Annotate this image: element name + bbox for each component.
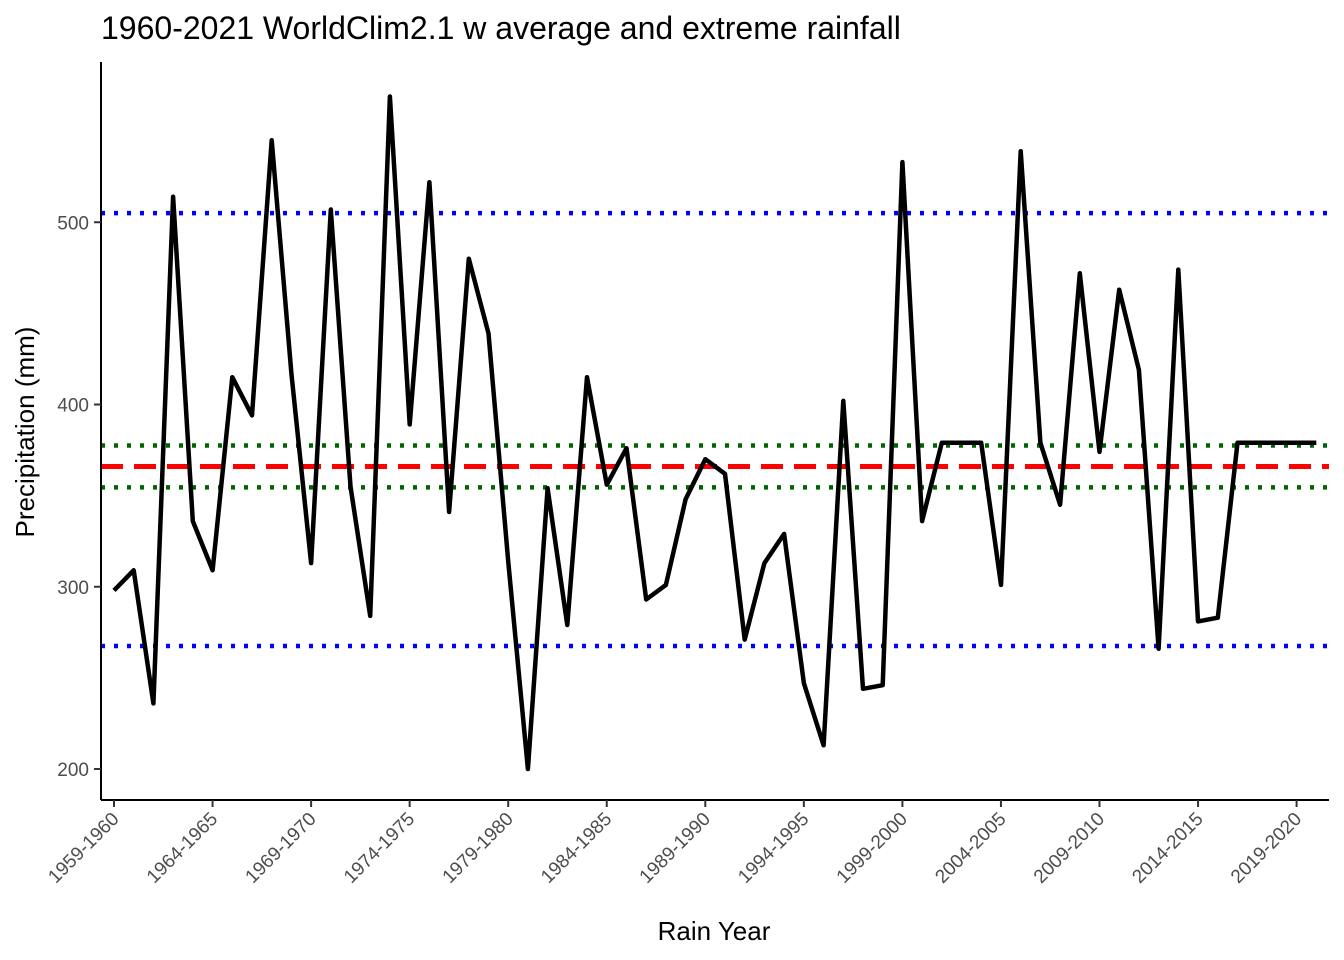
x-tick-label: 1989-1990 xyxy=(636,809,715,888)
chart-title: 1960-2021 WorldClim2.1 w average and ext… xyxy=(101,10,901,46)
x-tick-label: 1994-1995 xyxy=(734,809,813,888)
x-tick-label: 2019-2020 xyxy=(1227,809,1306,888)
y-axis-ticks: 200 300 400 500 xyxy=(57,213,101,781)
x-axis-title: Rain Year xyxy=(658,916,771,946)
x-tick-label: 2004-2005 xyxy=(931,809,1010,888)
y-tick-label: 300 xyxy=(57,578,89,599)
x-tick-label: 1959-1960 xyxy=(44,809,123,888)
x-tick-label: 2014-2015 xyxy=(1128,809,1207,888)
plot-area xyxy=(101,94,1329,772)
y-axis-title: Precipitation (mm) xyxy=(10,327,40,538)
y-tick-label: 200 xyxy=(57,760,89,781)
axes: 200 300 400 500 1959-1960 1964-1965 1969-1970… xyxy=(44,62,1329,888)
y-tick-label: 500 xyxy=(57,213,89,234)
x-tick-label: 1999-2000 xyxy=(833,809,912,888)
x-tick-label: 1984-1985 xyxy=(537,809,616,888)
x-tick-label: 1974-1975 xyxy=(340,809,419,888)
x-axis-ticks: 1959-1960 1964-1965 1969-1970 1974-1975 1979… xyxy=(44,800,1306,888)
y-tick-label: 400 xyxy=(57,396,89,417)
x-tick-label: 1964-1965 xyxy=(143,809,222,888)
x-tick-label: 1979-1980 xyxy=(439,809,518,888)
precipitation-series-line xyxy=(112,94,1317,772)
series-layer xyxy=(112,94,1317,772)
x-tick-label: 1969-1970 xyxy=(242,809,321,888)
x-tick-label: 2009-2010 xyxy=(1030,809,1109,888)
